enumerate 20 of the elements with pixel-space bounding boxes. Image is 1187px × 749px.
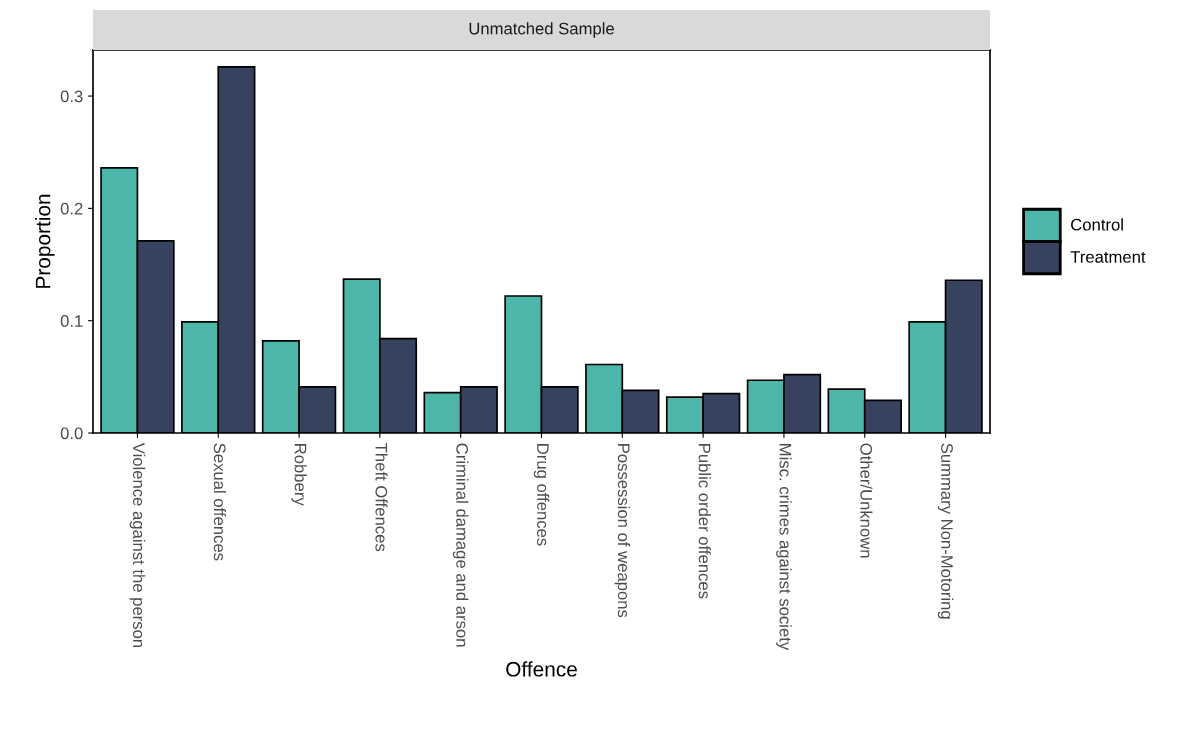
legend-label: Treatment bbox=[1070, 251, 1146, 263]
y-tick-label: 0.2 bbox=[60, 202, 83, 215]
x-axis-title: Offence bbox=[506, 661, 577, 677]
y-tick-label: 0.0 bbox=[60, 427, 83, 440]
y-tick-label: 0.3 bbox=[60, 90, 83, 103]
x-tick-label: Criminal damage and arson bbox=[452, 443, 469, 647]
x-tick-label: Possession of weapons bbox=[614, 444, 631, 618]
y-tick-label: 0.1 bbox=[60, 315, 83, 327]
x-tick-label: Theft Offences bbox=[375, 443, 388, 552]
chart-title: Unmatched Sample bbox=[469, 22, 614, 38]
x-tick-label: Misc. crimes against society bbox=[776, 444, 792, 651]
x-tick-label: Drug offences bbox=[533, 444, 550, 546]
x-tick-label: Robbery bbox=[291, 444, 307, 506]
x-tick-label: Public order offences bbox=[698, 444, 711, 599]
y-axis-title: Proportion bbox=[35, 194, 55, 288]
x-tick-label: Other/Unknown bbox=[860, 443, 873, 558]
x-tick-label: Sexual offences bbox=[213, 443, 227, 561]
x-tick-label: Violence against the person bbox=[129, 442, 146, 648]
x-tick-label: Summary Non-Motoring bbox=[937, 443, 954, 619]
legend-label: Control bbox=[1071, 218, 1123, 231]
